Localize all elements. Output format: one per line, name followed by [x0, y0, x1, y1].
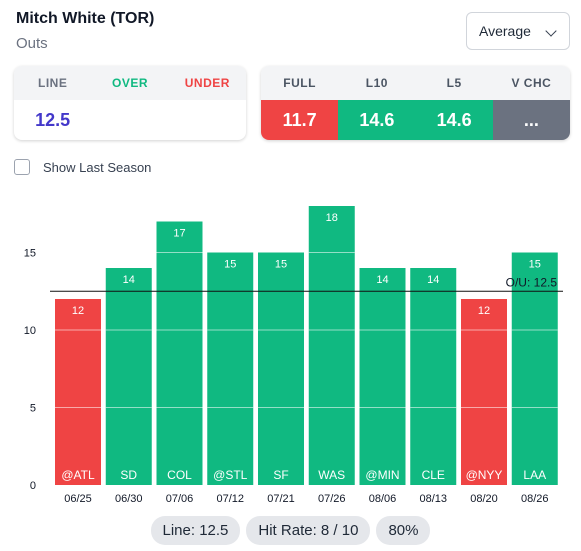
full-header: FULL [283, 76, 316, 90]
ou-line-label: O/U: 12.5 [506, 275, 558, 289]
x-tick-label: 07/21 [267, 493, 295, 505]
bar [308, 206, 355, 485]
l10-value: 14.6 [338, 100, 416, 140]
show-last-season-toggle[interactable]: Show Last Season [14, 159, 151, 175]
vs-opponent-value[interactable]: ... [492, 100, 570, 140]
game-log-chart: 0 5 10 15 12 @ATL 06/25 14 SD 06/30 17 COL 07/06 15 @S… [24, 206, 563, 505]
bar-opponent-label: @STL [213, 468, 248, 482]
l5-header: L5 [446, 76, 462, 90]
x-tick-label: 06/30 [115, 493, 143, 505]
line-card: LINE OVER UNDER 12.5 [14, 66, 246, 140]
stats-card-values: 11.7 14.6 14.6 ... [261, 100, 570, 140]
x-tick-label: 08/06 [369, 493, 397, 505]
bar [461, 299, 507, 485]
bar-opponent-label: CLE [422, 468, 445, 482]
x-tick-label: 08/13 [419, 493, 447, 505]
show-last-season-label: Show Last Season [43, 159, 152, 175]
line-card-values: 12.5 [14, 100, 246, 140]
under-header: UNDER [184, 76, 230, 90]
bar-value-label: 18 [326, 212, 338, 224]
bar-value-label: 15 [275, 259, 287, 271]
bar-value-label: 14 [376, 274, 388, 286]
line-value: 12.5 [35, 109, 71, 130]
over-header: OVER [111, 76, 148, 90]
bar-opponent-label: @NYY [466, 468, 503, 482]
stat-type-label: Outs [16, 35, 48, 52]
bar-opponent-label: COL [167, 468, 192, 482]
bar [156, 221, 203, 485]
show-last-season-checkbox[interactable] [14, 159, 30, 175]
stats-card: FULL L10 L5 V CHC 11.7 14.6 14.6 ... [261, 66, 570, 140]
player-title: Mitch White (TOR) [16, 10, 155, 27]
l5-value: 14.6 [415, 100, 493, 140]
line-pill: Line: 12.5 [150, 516, 241, 545]
line-header: LINE [37, 76, 68, 90]
dropdown-value: Average [479, 23, 531, 39]
hit-rate-pill: Hit Rate: 8 / 10 [246, 516, 371, 545]
bar-opponent-label: SD [120, 468, 137, 482]
hit-percent-pill: 80% [376, 516, 431, 545]
l10-header: L10 [365, 76, 388, 90]
line-card-header: LINE OVER UNDER [14, 66, 246, 100]
bar-opponent-label: SF [273, 468, 288, 482]
bar-value-label: 15 [529, 259, 541, 271]
bar [207, 252, 254, 485]
bar [410, 268, 457, 485]
bar [258, 252, 304, 485]
bar-value-label: 12 [478, 305, 490, 317]
y-tick-label: 15 [24, 248, 36, 260]
bar-value-label: 14 [123, 274, 135, 286]
x-tick-label: 08/26 [521, 493, 549, 505]
y-tick-label: 5 [30, 403, 36, 415]
bar-value-label: 14 [427, 274, 439, 286]
bar [105, 268, 152, 485]
under-value [169, 100, 246, 140]
x-tick-label: 07/26 [318, 493, 346, 505]
summary-pills: Line: 12.5 Hit Rate: 8 / 10 80% [0, 516, 581, 545]
bar-value-label: 17 [173, 228, 185, 240]
over-value [91, 100, 168, 140]
y-tick-label: 10 [24, 325, 36, 337]
y-tick-label: 0 [30, 480, 36, 492]
bar-value-label: 15 [224, 259, 236, 271]
bar-opponent-label: @MIN [365, 468, 399, 482]
bar-opponent-label: LAA [523, 468, 546, 482]
bar [55, 299, 101, 485]
bar-opponent-label: @ATL [61, 468, 95, 482]
stats-card-header: FULL L10 L5 V CHC [261, 66, 570, 100]
bar-value-label: 12 [72, 305, 84, 317]
chevron-down-icon [545, 25, 557, 37]
aggregation-dropdown[interactable]: Average [466, 12, 570, 50]
vs-opponent-header: V CHC [511, 76, 552, 90]
bar [359, 268, 406, 485]
x-tick-label: 08/20 [470, 493, 498, 505]
x-tick-label: 07/06 [166, 493, 194, 505]
x-tick-label: 06/25 [64, 493, 92, 505]
bar-opponent-label: WAS [318, 468, 345, 482]
full-value: 11.7 [261, 100, 339, 140]
x-tick-label: 07/12 [216, 493, 244, 505]
